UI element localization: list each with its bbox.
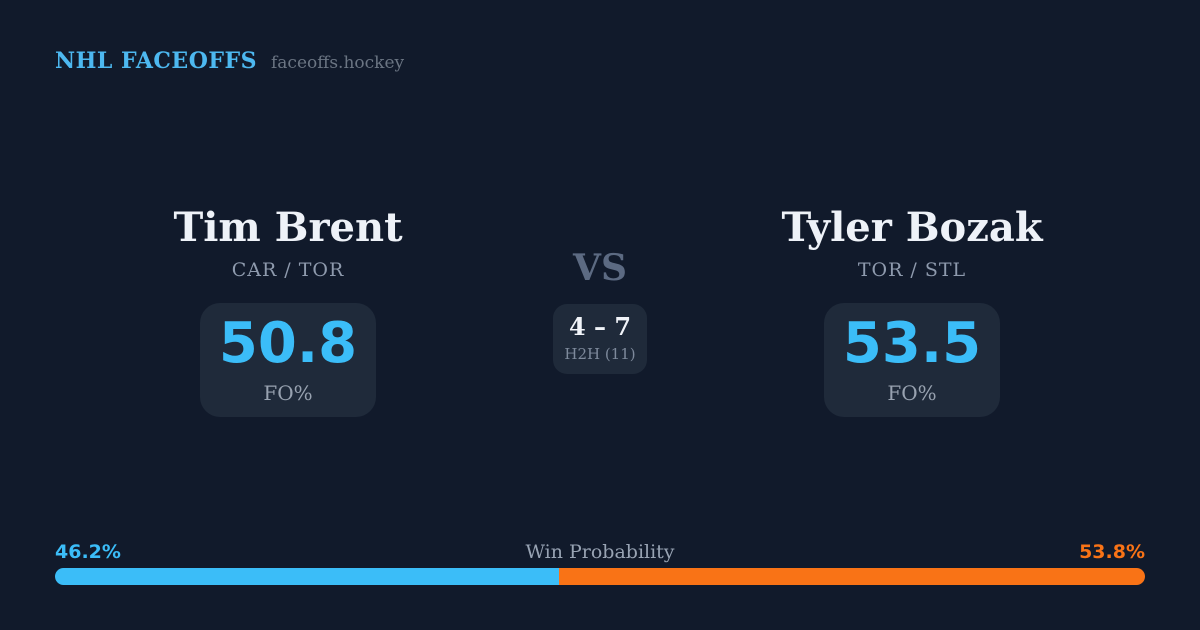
- head-to-head-label: H2H (11): [564, 345, 636, 363]
- brand-title: NHL FACEOFFS: [55, 48, 257, 74]
- faceoff-pct-label: FO%: [263, 380, 313, 405]
- faceoff-pct-value: 50.8: [218, 310, 358, 376]
- player-card-right: Tyler Bozak TOR / STL 53.5 FO%: [762, 205, 1062, 417]
- win-probability-title: Win Probability: [525, 541, 675, 563]
- player-name: Tim Brent: [173, 204, 403, 251]
- site-url: faceoffs.hockey: [271, 53, 405, 73]
- faceoff-pct-box: 50.8 FO%: [200, 303, 376, 417]
- faceoff-pct-box: 53.5 FO%: [824, 303, 1000, 417]
- win-probability-bar-right-segment: [558, 568, 1145, 585]
- player-teams: TOR / STL: [857, 259, 967, 281]
- head-to-head-box: 4 – 7 H2H (11): [553, 304, 647, 374]
- win-probability-labels: 46.2% Win Probability 53.8%: [55, 541, 1145, 563]
- player-name: Tyler Bozak: [781, 204, 1043, 251]
- player-card-left: Tim Brent CAR / TOR 50.8 FO%: [138, 205, 438, 417]
- player-teams: CAR / TOR: [231, 259, 345, 281]
- header: NHL FACEOFFS faceoffs.hockey: [55, 48, 404, 74]
- vs-label: VS: [573, 247, 627, 289]
- faceoff-pct-value: 53.5: [842, 310, 982, 376]
- win-probability-left-pct: 46.2%: [55, 541, 121, 563]
- win-probability-right-pct: 53.8%: [1079, 541, 1145, 563]
- win-probability-bar: [55, 568, 1145, 585]
- win-probability-bar-left-segment: [55, 568, 559, 585]
- head-to-head-record: 4 – 7: [568, 312, 632, 341]
- faceoff-pct-label: FO%: [887, 380, 937, 405]
- versus-column: VS 4 – 7 H2H (11): [450, 250, 750, 374]
